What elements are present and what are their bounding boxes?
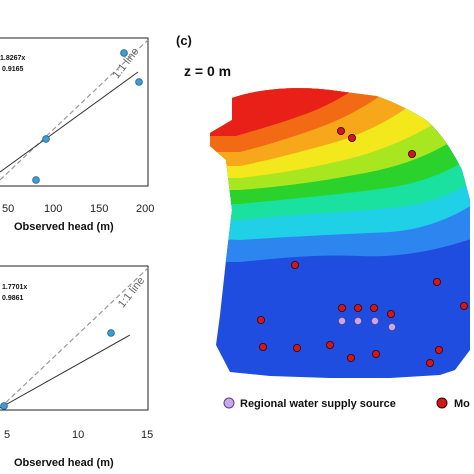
top-scatter-plot: 1:1 line 1.8267x 0.9165 50 100 150 200 O… — [0, 37, 154, 233]
legend-well-label: Mo — [454, 398, 470, 410]
monitoring-well-marker — [337, 303, 346, 312]
supply-source-marker — [370, 316, 379, 325]
monitoring-well-marker — [256, 315, 265, 324]
bottom-r2: 0.9861 — [2, 295, 24, 302]
monitoring-well-marker — [347, 133, 356, 142]
bottom-point — [0, 402, 8, 410]
monitoring-well-marker — [346, 353, 355, 362]
bottom-plot-frame — [0, 265, 149, 411]
bottom-tick: 5 — [4, 429, 10, 441]
head-contour-map — [210, 88, 470, 378]
top-tick: 150 — [90, 203, 108, 215]
monitoring-well-marker — [336, 127, 345, 136]
top-tick: 200 — [136, 203, 154, 215]
bottom-one-to-one-line — [0, 267, 149, 409]
monitoring-well-marker — [425, 358, 434, 367]
supply-source-marker — [353, 316, 362, 325]
top-point — [135, 78, 143, 86]
bottom-scatter-plot: 1:1 line 1.7701x 0.9861 5 10 15 Observed… — [0, 265, 153, 469]
bottom-x-axis-label: Observed head (m) — [14, 457, 114, 469]
supply-source-marker — [387, 322, 396, 331]
top-equation: 1.8267x — [0, 55, 25, 62]
bottom-point — [107, 329, 115, 337]
bottom-regression-line — [0, 334, 131, 409]
bottom-tick: 15 — [141, 429, 153, 441]
monitoring-well-marker — [386, 309, 395, 318]
bottom-one-to-one-label: 1:1 line — [116, 275, 147, 310]
top-point — [32, 176, 40, 184]
monitoring-well-marker — [369, 303, 378, 312]
monitoring-well-marker — [325, 340, 334, 349]
monitoring-well-marker — [434, 345, 443, 354]
observation-wells — [256, 127, 468, 367]
legend-well-swatch — [436, 397, 448, 409]
monitoring-well-marker — [459, 301, 468, 310]
legend-supply-source-swatch — [223, 397, 235, 409]
top-tick: 100 — [44, 203, 62, 215]
top-tick: 50 — [2, 203, 14, 215]
top-regression-line — [0, 71, 139, 173]
legend-supply-source-label: Regional water supply source — [240, 398, 396, 410]
supply-source-marker — [337, 316, 346, 325]
depth-label: z = 0 m — [184, 63, 231, 79]
monitoring-well-marker — [290, 260, 299, 269]
monitoring-well-marker — [407, 149, 416, 158]
regional-supply-sources — [337, 316, 396, 331]
monitoring-well-marker — [371, 349, 380, 358]
panel-label-c: (c) — [176, 33, 192, 48]
bottom-tick: 10 — [72, 429, 84, 441]
top-x-axis-label: Observed head (m) — [14, 221, 114, 233]
monitoring-well-marker — [353, 303, 362, 312]
top-point — [120, 49, 128, 57]
top-r2: 0.9165 — [2, 66, 24, 73]
monitoring-well-marker — [292, 343, 301, 352]
top-point — [42, 135, 50, 143]
map-legend: Regional water supply source Mo — [223, 397, 470, 410]
monitoring-well-marker — [258, 342, 267, 351]
bottom-equation: 1.7701x — [2, 284, 27, 291]
top-plot-frame — [0, 37, 149, 187]
monitoring-well-marker — [432, 277, 441, 286]
top-one-to-one-line — [0, 39, 149, 181]
